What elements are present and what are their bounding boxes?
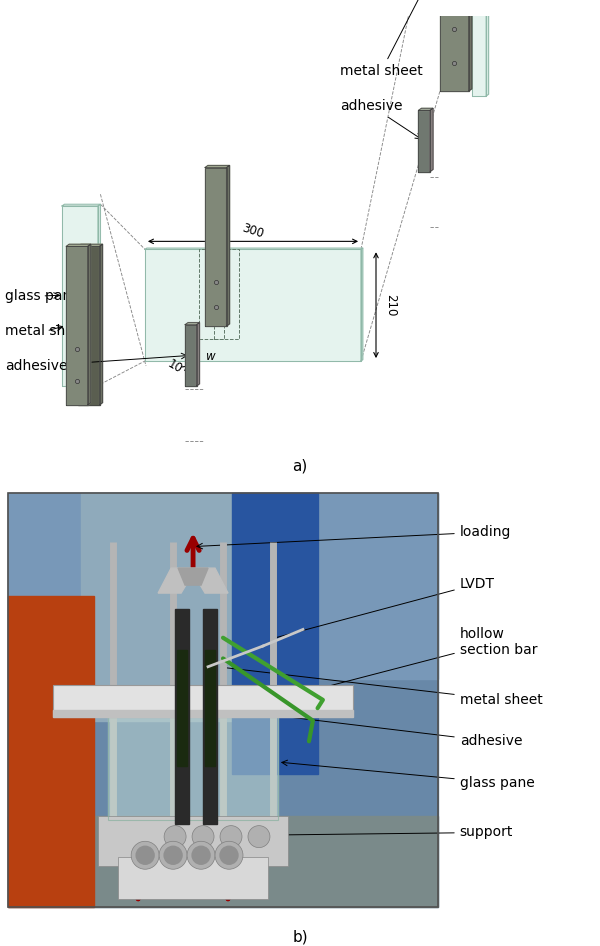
Polygon shape: [361, 248, 363, 361]
Text: 10: 10: [165, 358, 184, 376]
Polygon shape: [145, 250, 361, 361]
Polygon shape: [158, 569, 228, 593]
Text: LVDT: LVDT: [272, 577, 495, 640]
Text: support: support: [142, 826, 513, 839]
Text: adhesive: adhesive: [219, 707, 522, 748]
Bar: [53, 710, 353, 717]
Bar: [118, 857, 268, 899]
Polygon shape: [66, 244, 91, 246]
Polygon shape: [197, 323, 200, 386]
Text: loading: loading: [197, 525, 511, 549]
Polygon shape: [66, 246, 88, 405]
Text: adhesive: adhesive: [340, 99, 421, 139]
Bar: [175, 608, 189, 824]
Bar: [232, 493, 317, 775]
Polygon shape: [430, 108, 433, 171]
Polygon shape: [78, 246, 100, 405]
Circle shape: [220, 847, 238, 865]
Bar: [108, 712, 278, 820]
Bar: [8, 493, 438, 907]
Text: glass pane: glass pane: [282, 761, 535, 790]
Circle shape: [164, 847, 182, 865]
Text: metal sheet: metal sheet: [221, 665, 542, 707]
Text: hollow
section bar: hollow section bar: [296, 627, 537, 695]
Circle shape: [192, 826, 214, 848]
Text: glass pane: glass pane: [5, 289, 80, 303]
Bar: [8, 596, 94, 907]
Text: metal sheet: metal sheet: [340, 0, 452, 78]
Bar: [98, 815, 288, 866]
Text: metal sheet: metal sheet: [5, 324, 88, 338]
Text: a): a): [292, 459, 308, 473]
Polygon shape: [178, 569, 208, 586]
Polygon shape: [469, 0, 472, 91]
Bar: [8, 493, 438, 679]
Text: adhesive: adhesive: [5, 353, 187, 373]
Circle shape: [164, 826, 186, 848]
Bar: [82, 493, 317, 721]
Circle shape: [131, 841, 159, 869]
Bar: [203, 608, 217, 824]
Polygon shape: [440, 0, 469, 91]
Polygon shape: [88, 244, 91, 405]
Polygon shape: [100, 244, 103, 405]
Polygon shape: [145, 248, 363, 250]
Circle shape: [187, 841, 215, 869]
Polygon shape: [418, 108, 433, 111]
Text: b): b): [292, 930, 308, 944]
Polygon shape: [205, 167, 227, 326]
Text: 300: 300: [241, 221, 266, 241]
Polygon shape: [205, 166, 230, 167]
Text: 210: 210: [385, 294, 398, 316]
Polygon shape: [227, 166, 230, 326]
Circle shape: [248, 826, 270, 848]
Circle shape: [215, 841, 243, 869]
Polygon shape: [62, 206, 98, 386]
Bar: [8, 815, 438, 907]
Bar: [205, 650, 215, 766]
Polygon shape: [486, 0, 488, 96]
Bar: [108, 712, 278, 820]
Circle shape: [192, 847, 210, 865]
Polygon shape: [98, 204, 100, 386]
Circle shape: [159, 841, 187, 869]
Bar: [53, 686, 353, 717]
Bar: [8, 493, 438, 907]
Polygon shape: [62, 204, 100, 206]
Polygon shape: [185, 324, 197, 386]
Text: w: w: [206, 350, 215, 362]
Circle shape: [220, 826, 242, 848]
Polygon shape: [78, 244, 103, 246]
Polygon shape: [185, 323, 200, 324]
Polygon shape: [418, 111, 430, 171]
Bar: [177, 650, 187, 766]
Circle shape: [136, 847, 154, 865]
Polygon shape: [472, 0, 486, 96]
